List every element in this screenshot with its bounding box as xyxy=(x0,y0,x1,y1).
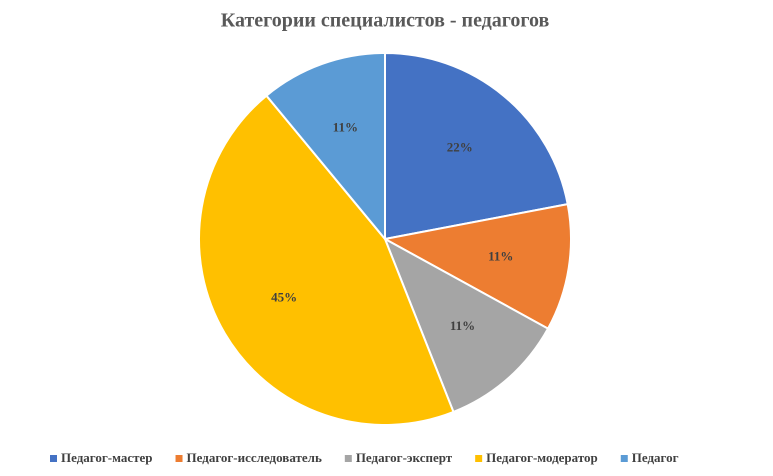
data-label: 11% xyxy=(488,248,513,263)
pie-slice xyxy=(383,236,550,414)
pie-slice xyxy=(198,94,455,426)
legend-label: Педагог-модератор xyxy=(486,450,598,465)
legend-swatch xyxy=(620,455,628,462)
legend-label: Педагог-эксперт xyxy=(356,450,453,465)
legend-label: Педагог xyxy=(632,450,679,465)
pie-slice xyxy=(382,202,572,330)
legend-swatch xyxy=(344,455,352,462)
data-label: 22% xyxy=(447,140,473,155)
legend-label: Педагог-исследователь xyxy=(187,450,322,465)
legend-label: Педагог-мастер xyxy=(61,450,153,465)
legend-swatch xyxy=(175,455,183,462)
legend-swatch xyxy=(475,455,483,462)
data-label: 45% xyxy=(271,290,297,305)
chart-title: Категории специалистов - педагогов xyxy=(221,10,550,32)
data-label: 11% xyxy=(333,120,358,135)
pie-slice xyxy=(384,51,569,241)
legend-swatch xyxy=(50,455,57,462)
pie-slice xyxy=(265,51,386,242)
data-label: 11% xyxy=(450,318,475,333)
